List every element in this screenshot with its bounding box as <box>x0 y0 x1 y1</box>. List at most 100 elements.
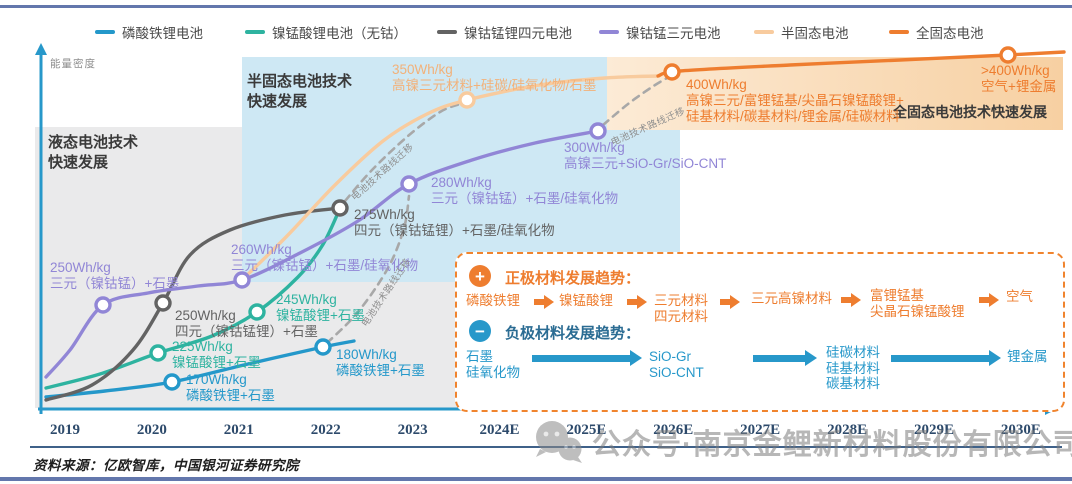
cathode-chain-item-line: 富锂锰基 <box>870 288 924 303</box>
anode-chain-item: 硅碳材料 硅基材料 碳基材料 <box>826 345 880 392</box>
legend-dash-icon <box>245 30 265 34</box>
point-materials: 磷酸铁锂+石墨 <box>336 363 425 378</box>
point-value: 400Wh/kg <box>686 77 747 92</box>
bottom-border-line <box>0 477 1072 481</box>
footer-separator-line <box>30 446 1062 448</box>
data-point-marker <box>589 122 607 140</box>
migration-dashed-line-1 <box>325 194 411 345</box>
x-tick-label-2021: 2021 <box>223 422 254 438</box>
material-trend-box: + 正极材料发展趋势： − 负极材料发展趋势： <box>455 252 1065 412</box>
point-materials: 高镍三元+SiO-Gr/SiO-CNT <box>564 156 727 171</box>
cathode-chain-item-line: 镍锰酸锂 <box>559 293 613 308</box>
point-materials: 四元（镍钴锰锂）+石墨 <box>175 324 318 339</box>
point-materials: 镍锰酸锂+石墨 <box>276 308 365 323</box>
legend-dash-icon <box>754 30 774 34</box>
anode-chain-item-line: 硅基材料 <box>826 360 880 376</box>
point-label: 225Wh/kg 镍锰酸锂+石墨 <box>172 339 261 371</box>
arrow-head <box>989 292 999 307</box>
point-label: 400Wh/kg 高镍三元/富锂锰基/尖晶石镍锰酸锂+ 硅基材料/碳基材料/锂金属/… <box>686 77 904 125</box>
cathode-chain-item-line: 尖晶石镍锰酸锂 <box>870 303 965 319</box>
legend-label: 全固态电池 <box>916 26 984 41</box>
legend-label: 镍锰酸锂电池（无钴） <box>272 26 407 41</box>
point-label: 250Wh/kg 三元（镍钴锰）+石墨 <box>50 260 179 292</box>
anode-chain-item: 石墨 硅氧化物 <box>466 349 520 380</box>
point-value: >400Wh/kg <box>981 63 1050 78</box>
arrow-bar <box>841 297 853 303</box>
legend-item-6: 全固态电池 <box>889 24 984 41</box>
point-label: 350Wh/kg 高镍三元材料+硅碳/硅氧化物/石墨 <box>392 62 596 94</box>
data-point-marker <box>149 344 167 362</box>
legend-dash-icon <box>889 30 909 34</box>
semi-solid-region-title: 半固态电池技术 快速发展 <box>247 73 353 111</box>
anode-chain-item: SiO-Gr SiO-CNT <box>649 349 704 380</box>
point-value: 245Wh/kg <box>276 292 337 307</box>
arrow-head <box>544 294 554 309</box>
point-label: 245Wh/kg 镍锰酸锂+石墨 <box>276 292 365 324</box>
arrow-bar <box>534 299 546 305</box>
data-point-marker <box>314 338 332 356</box>
x-tick-label-2027E: 2027E <box>740 422 781 438</box>
cathode-chain-arrow <box>720 294 740 310</box>
legend-dash-icon <box>437 30 457 34</box>
series-line-镍钴锰锂四元电池 <box>44 206 342 402</box>
plus-icon: + <box>469 265 491 287</box>
data-point-marker <box>400 175 418 193</box>
legend-label: 镍钴锰锂四元电池 <box>464 26 572 41</box>
legend-dash-icon <box>599 30 619 34</box>
legend-label: 半固态电池 <box>781 26 849 41</box>
point-label: 170Wh/kg 磷酸铁锂+石墨 <box>186 372 275 404</box>
point-materials: 三元（镍钴锰）+石墨 <box>50 276 180 291</box>
point-label: 280Wh/kg 三元（镍钴锰）+石墨/硅氧化物 <box>431 175 618 207</box>
solid-state-region-title: 全固态电池技术快速发展 <box>893 104 1047 120</box>
y-axis-arrowhead <box>35 43 47 55</box>
point-value: 225Wh/kg <box>172 339 233 354</box>
legend-item-2: 镍锰酸锂电池（无钴） <box>245 24 407 41</box>
arrow-bar <box>753 354 807 362</box>
minus-icon: − <box>469 320 491 342</box>
data-point-marker <box>233 271 251 289</box>
arrow-head <box>851 292 861 307</box>
arrow-head <box>637 294 647 309</box>
cathode-chain-item: 三元材料 四元材料 <box>654 293 708 324</box>
anode-chain-item-line: 锂金属 <box>1007 349 1048 364</box>
cathode-chain-item-line: 空气 <box>1006 289 1033 304</box>
point-materials: 四元（镍钴锰锂）+石墨/硅氧化物 <box>354 223 555 238</box>
point-value: 250Wh/kg <box>50 260 111 275</box>
cathode-chain-item: 空气 <box>1006 289 1033 305</box>
point-materials: 磷酸铁锂+石墨 <box>186 388 275 403</box>
point-value: 170Wh/kg <box>186 372 247 387</box>
legend-item-5: 半固态电池 <box>754 24 849 41</box>
x-tick-label-2030E: 2030E <box>1000 422 1041 438</box>
data-point-marker <box>331 199 349 217</box>
x-tick-label-2020: 2020 <box>136 422 167 438</box>
cathode-trend-title: 正极材料发展趋势： <box>505 270 641 287</box>
cathode-chain-item-line: 磷酸铁锂 <box>466 293 520 308</box>
point-value: 260Wh/kg <box>231 242 292 257</box>
x-tick-label-2019: 2019 <box>50 422 80 438</box>
series-line-半固态电池 <box>240 74 660 282</box>
anode-chain-item-line: 硅氧化物 <box>466 364 520 380</box>
x-tick-label-2026E: 2026E <box>653 422 694 438</box>
point-label: 180Wh/kg 磷酸铁锂+石墨 <box>336 347 425 379</box>
anode-chain-arrow <box>532 350 642 366</box>
point-label: 260Wh/kg 三元（镍钴锰）+石墨/硅氧化物 <box>231 242 418 274</box>
point-value: 180Wh/kg <box>336 347 397 362</box>
series-line-镍锰酸锂电池（无钴） <box>44 211 340 390</box>
anode-chain-item-line: SiO-CNT <box>649 364 704 380</box>
cathode-chain-item: 镍锰酸锂 <box>559 293 613 309</box>
point-materials: 硅基材料/碳基材料/锂金属/硅碳材料 <box>686 109 900 124</box>
point-value: 280Wh/kg <box>431 175 492 190</box>
point-value: 275Wh/kg <box>354 207 415 222</box>
anode-trend-title: 负极材料发展趋势： <box>505 325 641 342</box>
x-tick-label-2028E: 2028E <box>827 422 868 438</box>
top-border-line <box>0 5 1072 8</box>
data-point-marker <box>458 91 476 109</box>
legend-item-4: 镍钴锰三元电池 <box>599 24 721 41</box>
legend-item-3: 镍钴锰锂四元电池 <box>437 24 572 41</box>
x-tick-label-2025E: 2025E <box>566 422 607 438</box>
legend-label: 磷酸铁锂电池 <box>122 26 203 41</box>
cathode-chain-item: 磷酸铁锂 <box>466 293 520 309</box>
x-tick-label-2029E: 2029E <box>913 422 955 438</box>
arrow-bar <box>720 299 732 305</box>
